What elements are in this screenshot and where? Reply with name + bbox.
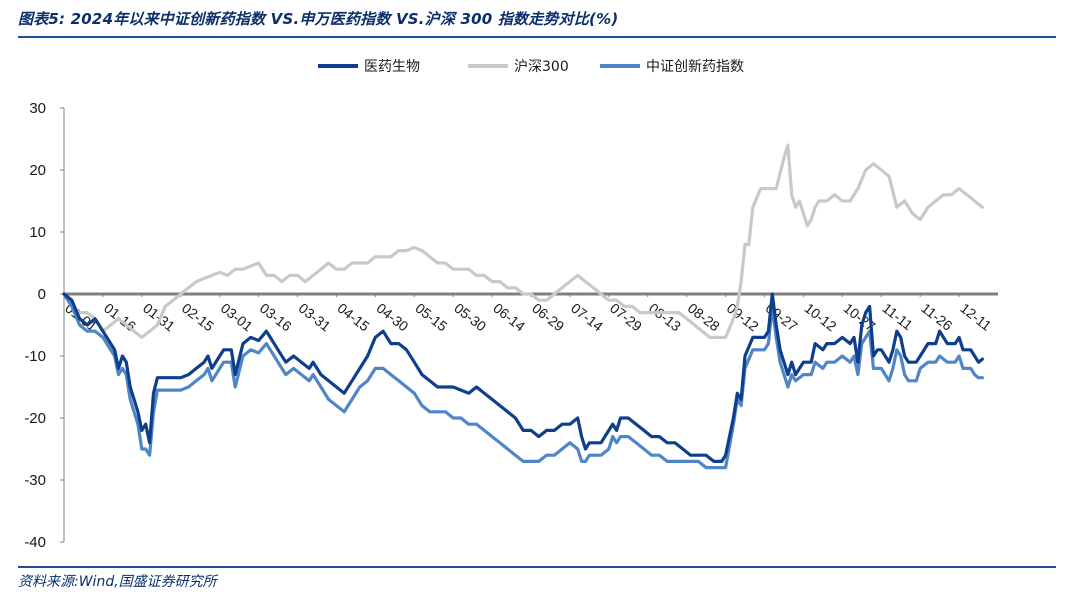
x-tick-label: 07-14 [568, 300, 606, 335]
chart-series [62, 143, 984, 470]
x-tick-label: 08-13 [646, 300, 684, 335]
x-tick-label: 05-15 [412, 300, 450, 335]
x-tick-label: 05-30 [451, 300, 489, 335]
series-line-1 [62, 143, 984, 339]
y-tick-label: -40 [24, 534, 46, 551]
legend-label: 中证创新药指数 [646, 59, 744, 75]
x-tick-label: 03-31 [296, 300, 334, 335]
source-note: 资料来源:Wind,国盛证券研究所 [18, 574, 217, 590]
x-tick-label: 11-11 [879, 300, 916, 334]
legend-label: 医药生物 [364, 59, 420, 75]
x-tick-label: 03-01 [218, 300, 256, 335]
legend-label: 沪深300 [514, 59, 569, 75]
y-tick-label: 20 [29, 162, 46, 179]
x-tick-label: 02-15 [179, 300, 217, 335]
series-line-0 [62, 292, 984, 463]
footer-rule [18, 566, 1056, 568]
y-tick-label: 30 [29, 100, 46, 117]
x-tick-label: 04-30 [373, 300, 411, 335]
series-line-2 [62, 292, 984, 470]
x-tick-label: 08-28 [685, 300, 723, 335]
y-tick-label: -20 [24, 410, 46, 427]
x-tick-label: 04-15 [335, 300, 373, 335]
x-tick-label: 06-14 [490, 300, 528, 335]
y-tick-label: -10 [24, 348, 46, 365]
x-tick-label: 06-29 [529, 300, 567, 335]
x-tick-label: 10-12 [802, 300, 840, 335]
header-rule [18, 36, 1056, 38]
y-tick-label: -30 [24, 472, 46, 489]
chart-legend: 医药生物 沪深300 中证创新药指数 [318, 59, 744, 75]
chart-title: 图表5: 2024年以来中证创新药指数 VS.申万医药指数 VS.沪深 300 … [18, 10, 619, 28]
x-tick-label: 11-26 [918, 300, 955, 334]
y-tick-label: 10 [29, 224, 46, 241]
x-tick-label: 03-16 [257, 300, 295, 335]
x-tick-label: 12-11 [957, 300, 994, 334]
y-tick-label: 0 [38, 286, 46, 303]
